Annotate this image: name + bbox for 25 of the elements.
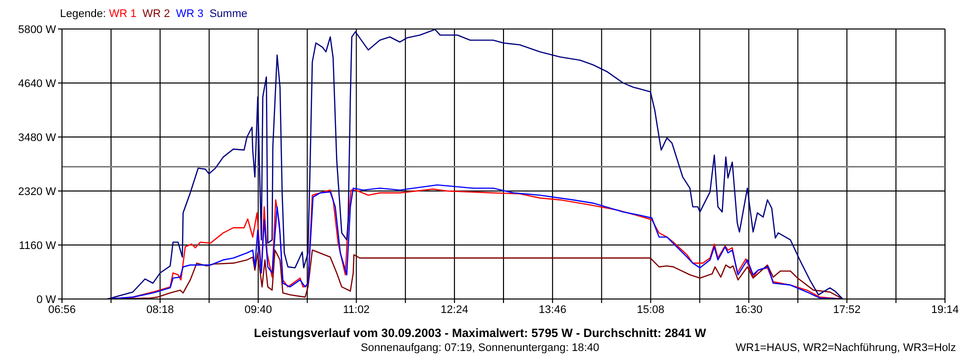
text: WR 3 xyxy=(176,8,204,20)
x-tick-label: 08:18 xyxy=(146,304,174,316)
legend-title: Legende: xyxy=(60,8,107,20)
line-series xyxy=(107,29,844,299)
x-tick-label: 19:14 xyxy=(931,304,959,316)
text: WR 1 xyxy=(108,8,136,20)
x-tick-label: 12:24 xyxy=(440,304,468,316)
x-tick-label: 15:08 xyxy=(636,304,664,316)
y-tick-label: 4640 W xyxy=(18,78,57,90)
y-tick-label: 3480 W xyxy=(18,132,57,144)
y-tick-label: 0 W xyxy=(36,294,57,306)
y-tick-label: 1160 W xyxy=(18,240,57,252)
x-tick-label: 11:02 xyxy=(342,304,370,316)
x-tick-label: 17:52 xyxy=(833,304,861,316)
x-tick-label: 16:30 xyxy=(735,304,763,316)
text: WR1=HAUS, WR2=Nachführung, WR3=Holz xyxy=(736,342,956,354)
x-tick-label: 06:56 xyxy=(48,304,76,316)
y-tick-label: 5800 W xyxy=(18,24,57,36)
text: WR 2 xyxy=(142,8,170,20)
text: Sonnenaufgang: 07:19, Sonnenuntergang: 18:40 xyxy=(360,342,600,354)
y-tick-label: 2320 W xyxy=(18,186,57,198)
x-tick-label: 13:46 xyxy=(538,304,566,316)
text: Leistungsverlauf vom 30.09.2003 - Maximalwert: 5795 W - Durchschnitt: 2841 W xyxy=(252,326,708,340)
text: Summe xyxy=(209,8,248,20)
x-tick-label: 09:40 xyxy=(244,304,272,316)
